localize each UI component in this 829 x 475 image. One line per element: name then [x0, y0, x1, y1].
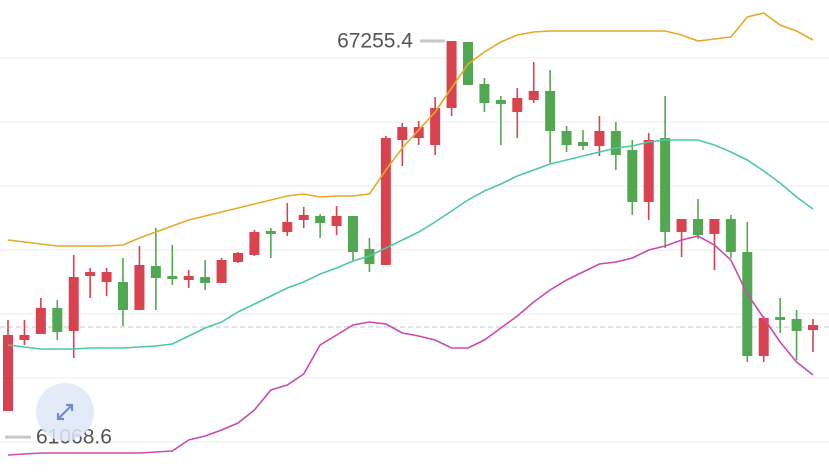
candle-body: [3, 335, 13, 412]
candle-body: [479, 83, 490, 104]
candle-body: [775, 317, 786, 320]
candle-body: [430, 108, 441, 146]
candle-body: [183, 275, 194, 281]
candle-body: [758, 317, 769, 357]
candle-body: [101, 272, 112, 283]
candle-body: [512, 98, 523, 112]
candle-body: [528, 90, 539, 100]
candle-body: [561, 130, 572, 146]
candle-body: [134, 264, 145, 310]
candle-body: [627, 150, 638, 202]
candle-body: [413, 127, 424, 139]
candle-body: [380, 138, 391, 265]
candle-body: [643, 140, 654, 202]
candle-body: [68, 277, 79, 331]
candle-body: [660, 138, 671, 233]
candle-body: [495, 100, 506, 104]
band-line: [7, 235, 814, 456]
candle-body: [331, 216, 342, 226]
candle-body: [693, 219, 703, 236]
band-line: [7, 139, 814, 350]
candle-body: [85, 272, 96, 276]
candle-body: [446, 41, 457, 109]
candle-body: [167, 275, 178, 280]
candle-body: [742, 251, 753, 357]
candle-body: [545, 90, 556, 131]
candle-body: [200, 277, 211, 283]
candle-body: [265, 230, 276, 234]
candle-body: [249, 232, 260, 255]
candle-body: [315, 216, 326, 223]
candle-body: [150, 266, 161, 278]
expand-icon[interactable]: [56, 403, 74, 421]
band-line: [7, 12, 814, 247]
candle-body: [808, 325, 818, 331]
candle-body: [19, 335, 30, 341]
candle-body: [233, 253, 243, 262]
candle-body: [282, 222, 293, 233]
candle-body: [578, 141, 588, 147]
candle-body: [35, 308, 46, 334]
candle-body: [791, 319, 802, 331]
candle-body: [216, 259, 227, 283]
candle-body: [594, 130, 605, 147]
high-label: 67255.4: [337, 30, 413, 53]
candle-body: [298, 214, 309, 220]
candle-body: [725, 219, 736, 252]
candle-body: [397, 127, 408, 141]
candle-body: [52, 308, 63, 333]
expand-button[interactable]: [36, 383, 94, 441]
candle-body: [676, 219, 687, 233]
candle-body: [118, 282, 128, 310]
grid: [0, 57, 829, 443]
candle-body: [610, 130, 621, 155]
candle-body: [709, 219, 720, 234]
plot: 67255.461068.6: [0, 12, 829, 456]
candle-body: [348, 216, 358, 252]
